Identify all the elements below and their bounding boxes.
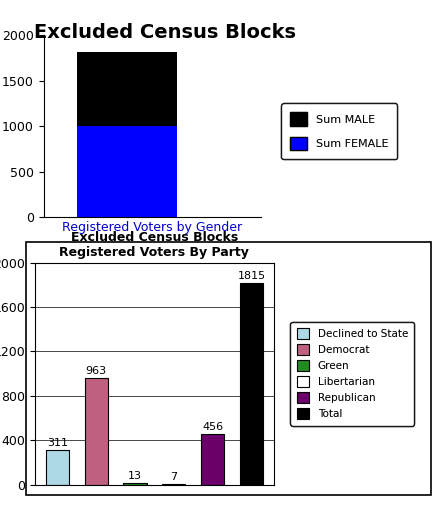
Bar bbox=[77, 52, 177, 126]
Text: 13: 13 bbox=[128, 471, 141, 481]
Bar bbox=[123, 483, 146, 485]
Title: Excluded Census Blocks
Registered Voters By Party: Excluded Census Blocks Registered Voters… bbox=[59, 231, 249, 259]
Text: Excluded Census Blocks: Excluded Census Blocks bbox=[34, 23, 296, 42]
Text: 1003: 1003 bbox=[109, 165, 145, 179]
Text: 1815: 1815 bbox=[237, 271, 265, 281]
Bar bbox=[84, 378, 108, 485]
Legend: Declined to State, Democrat, Green, Libertarian, Republican, Total: Declined to State, Democrat, Green, Libe… bbox=[290, 322, 413, 426]
Text: 963: 963 bbox=[85, 366, 106, 376]
Bar bbox=[162, 484, 185, 485]
Text: 7: 7 bbox=[170, 472, 177, 482]
Bar bbox=[201, 434, 224, 485]
X-axis label: Registered Voters by Gender: Registered Voters by Gender bbox=[62, 221, 242, 234]
Bar bbox=[46, 450, 69, 485]
Bar bbox=[77, 126, 177, 217]
Legend: Sum MALE, Sum FEMALE: Sum MALE, Sum FEMALE bbox=[281, 104, 396, 159]
Bar bbox=[239, 283, 263, 485]
Text: 311: 311 bbox=[47, 438, 68, 448]
Text: 456: 456 bbox=[202, 422, 223, 432]
